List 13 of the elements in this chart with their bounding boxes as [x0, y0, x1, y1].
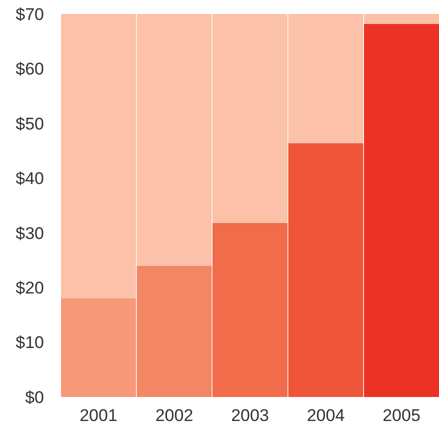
- y-tick-label: $30: [16, 224, 44, 243]
- y-tick-label: $50: [16, 114, 44, 134]
- x-tick-label: 2002: [155, 406, 194, 425]
- y-tick-label: $10: [16, 333, 44, 352]
- x-tick-label: 2004: [306, 406, 345, 425]
- y-tick-label: $20: [16, 278, 44, 298]
- y-tick-label: $60: [16, 60, 44, 79]
- x-tick-label: 2001: [80, 406, 118, 425]
- x-tick-label: 2003: [231, 406, 269, 425]
- x-tick-label: 2005: [382, 406, 420, 425]
- y-tick-label: $70: [16, 4, 44, 24]
- y-tick-label: $0: [25, 388, 44, 407]
- y-tick-label: $40: [16, 169, 44, 188]
